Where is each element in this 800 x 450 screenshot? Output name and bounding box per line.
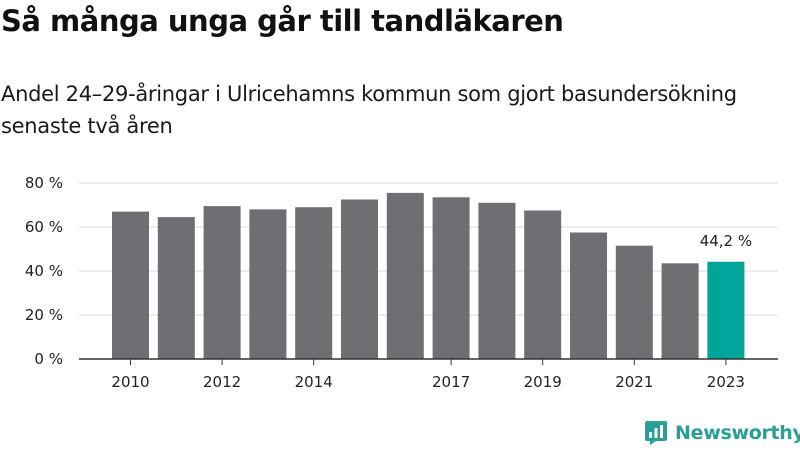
x-tick-label: 2012 — [203, 373, 241, 391]
y-tick-label: 80 % — [25, 174, 63, 192]
bar — [478, 202, 516, 359]
newsworthy-logo: Newsworthy — [644, 420, 800, 446]
chart-subtitle: Andel 24–29-åringar i Ulricehamns kommun… — [1, 82, 737, 138]
bar — [341, 199, 378, 359]
bar — [661, 263, 699, 359]
bar — [615, 245, 653, 359]
brand-name: Newsworthy — [675, 422, 800, 444]
chart-title: Så många unga går till tandläkaren — [1, 4, 564, 38]
labels: 0 % 20 % 40 % 60 % 80 % 2010 2012 2014 2017 2019 2… — [25, 174, 778, 391]
bar — [112, 211, 149, 359]
bar-highlight — [707, 261, 745, 359]
y-tick-label: 0 % — [34, 350, 63, 368]
bar — [249, 209, 287, 359]
x-tick-label: 2017 — [432, 373, 470, 391]
bar — [524, 210, 562, 359]
x-tick-label: 2010 — [111, 373, 149, 391]
bar-chart: 0 % 20 % 40 % 60 % 80 % 2010 2012 2014 2017 2019 2… — [25, 174, 778, 391]
bar — [157, 217, 195, 359]
x-tick-label: 2019 — [524, 373, 562, 391]
highlight-data-label: 44,2 % — [700, 232, 752, 250]
bar — [432, 197, 470, 359]
newsworthy-logo-icon — [645, 421, 667, 445]
x-tick-label: 2014 — [295, 373, 333, 391]
y-tick-label: 60 % — [25, 218, 63, 236]
bar — [203, 206, 241, 359]
bar — [386, 192, 424, 359]
bar — [295, 207, 333, 359]
gridlines — [79, 182, 778, 316]
bar — [570, 232, 607, 359]
x-tick-label: 2023 — [707, 373, 745, 391]
x-tick-label: 2021 — [615, 373, 653, 391]
y-tick-label: 40 % — [25, 262, 63, 280]
bars — [112, 192, 745, 359]
y-tick-label: 20 % — [25, 306, 63, 324]
